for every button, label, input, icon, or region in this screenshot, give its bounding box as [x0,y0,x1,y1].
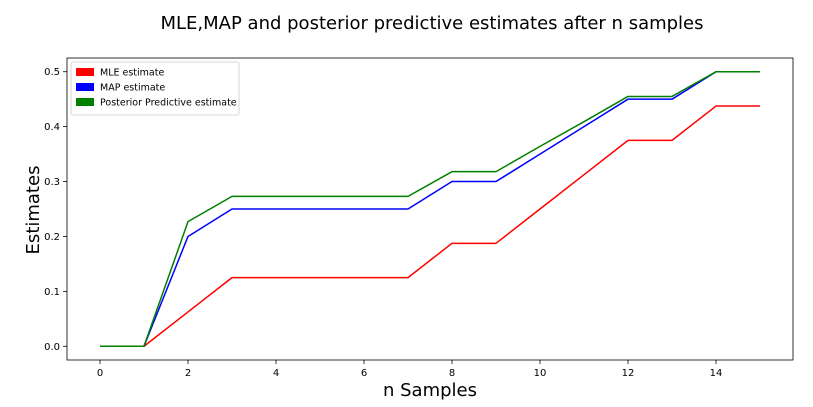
x-tick-label: 4 [273,368,279,379]
x-tick-label: 0 [97,368,103,379]
series-line-2 [100,70,760,348]
legend-entry: MLE estimate [100,68,164,79]
x-axis-label: n Samples [383,380,477,401]
legend-box [70,61,240,116]
y-tick-label: 0.3 [44,177,60,188]
y-axis-ticks: 0.0 0.1 0.2 0.3 0.4 0.5 [44,67,67,353]
x-tick-label: 6 [361,368,367,379]
legend-swatch [76,98,94,106]
x-tick-label: 12 [622,368,635,379]
x-axis-ticks: 0 2 4 6 8 10 12 14 [97,360,723,379]
series-line-3 [100,70,760,348]
legend-swatch [76,68,94,76]
legend-swatch [76,83,94,91]
y-tick-label: 0.2 [44,232,60,243]
x-tick-label: 2 [185,368,191,379]
x-tick-label: 14 [710,368,723,379]
series-line-1 [100,105,760,348]
x-tick-label: 10 [534,368,547,379]
y-tick-label: 0.5 [44,67,60,78]
legend-entry: MAP estimate [100,83,165,94]
legend-entry: Posterior Predictive estimate [100,98,237,109]
y-tick-label: 0.1 [44,287,60,298]
x-tick-label: 8 [449,368,455,379]
series-lines [100,70,760,348]
legend: MLE estimate MAP estimate Posterior Predic… [70,61,240,116]
y-tick-label: 0.4 [44,122,60,133]
y-tick-label: 0.0 [44,342,60,353]
y-axis-label: Estimates [23,166,44,255]
chart-title: MLE,MAP and posterior predictive estimat… [160,13,703,34]
